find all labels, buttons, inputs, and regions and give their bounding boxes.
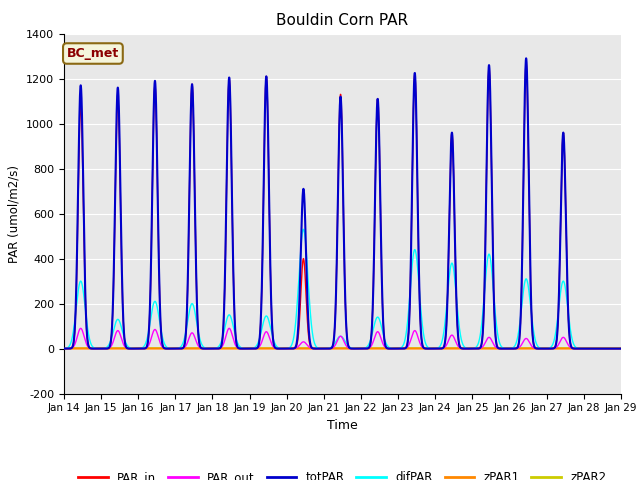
- X-axis label: Time: Time: [327, 419, 358, 432]
- Title: Bouldin Corn PAR: Bouldin Corn PAR: [276, 13, 408, 28]
- Y-axis label: PAR (umol/m2/s): PAR (umol/m2/s): [8, 165, 20, 263]
- Legend: PAR_in, PAR_out, totPAR, difPAR, zPAR1, zPAR2: PAR_in, PAR_out, totPAR, difPAR, zPAR1, …: [74, 466, 611, 480]
- Text: BC_met: BC_met: [67, 47, 119, 60]
